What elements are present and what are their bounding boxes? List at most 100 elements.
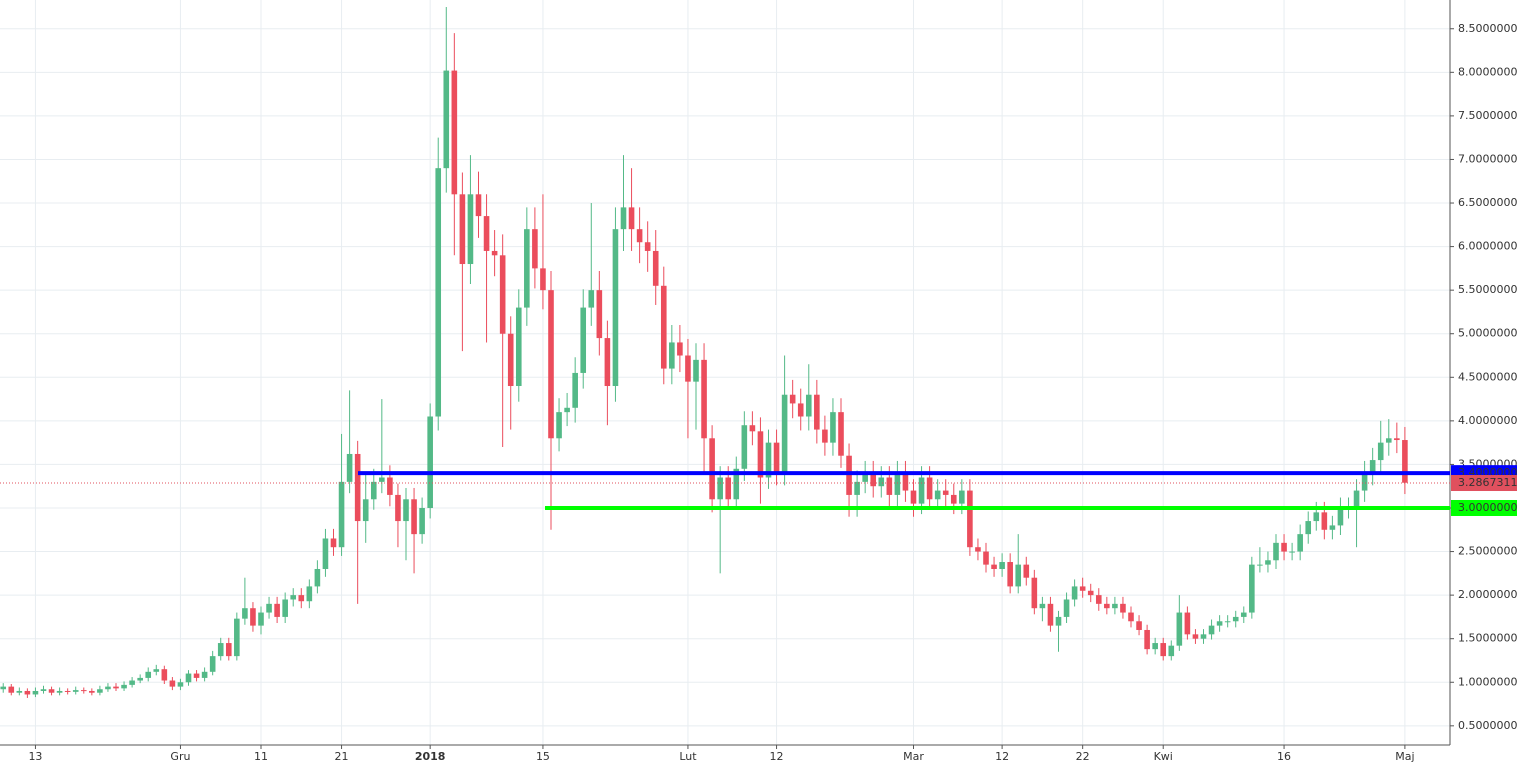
candle-body (1063, 599, 1070, 617)
candle-body (789, 394, 796, 404)
candle-body (105, 686, 111, 690)
candle-body (1104, 603, 1110, 609)
candle-body (902, 473, 909, 491)
x-tick-label: 13 (28, 750, 42, 763)
candle-body (878, 477, 885, 487)
candle-body (362, 499, 369, 522)
candle-body (1047, 603, 1054, 626)
candle-body (217, 643, 224, 657)
x-tick-label: 22 (1076, 750, 1090, 763)
candle-body (72, 690, 79, 692)
x-tick-label: Kwi (1154, 750, 1173, 763)
candle-body (483, 216, 490, 251)
candle-body (1184, 612, 1191, 635)
candle-body (669, 342, 675, 369)
candle-body (0, 686, 7, 690)
candle-body (1144, 629, 1150, 650)
candle-body (709, 438, 715, 500)
x-tick-label: 15 (536, 750, 550, 763)
x-tick-label: Gru (170, 750, 190, 763)
level-tag (1451, 499, 1517, 516)
candle-body (757, 431, 764, 478)
candle-body (652, 250, 659, 286)
candle-body (97, 689, 103, 693)
level-label: 3.00000000 (1458, 501, 1517, 514)
candle-body (1240, 612, 1247, 617)
candle-body (298, 595, 305, 602)
candle-body (1281, 542, 1287, 552)
candle-body (322, 538, 329, 569)
candle-body (346, 453, 353, 482)
candle-body (1361, 473, 1368, 491)
candle-body (64, 690, 71, 692)
y-tick-label: 2.00000000 (1458, 588, 1517, 601)
candle-body (242, 608, 248, 619)
candle-body (604, 338, 611, 387)
candle-body (1297, 534, 1303, 552)
candle-body (282, 599, 288, 617)
candle-body (1402, 440, 1408, 483)
candle-body (701, 359, 707, 439)
last-price-tag (1451, 475, 1517, 492)
x-tick-label: 2018 (415, 750, 446, 763)
candle-body (1321, 512, 1328, 530)
candle-body (1313, 512, 1320, 522)
x-tick-label: 12 (770, 750, 784, 763)
candle-body (306, 586, 313, 602)
x-tick-label: Mar (903, 750, 924, 763)
x-tick-label: 11 (254, 750, 268, 763)
candle-body (40, 689, 47, 691)
candle-body (266, 603, 272, 613)
y-tick-label: 4.00000000 (1458, 414, 1517, 427)
candle-body (258, 612, 264, 626)
last-price-label: 3.28673110 (1458, 476, 1517, 489)
candle-body (1208, 625, 1215, 635)
x-tick-label: Lut (679, 750, 697, 763)
candle-body (596, 290, 603, 339)
candle-body (588, 290, 595, 308)
candle-body (959, 490, 965, 504)
candle-body (161, 669, 168, 681)
candle-body (459, 194, 466, 265)
candle-body (1273, 542, 1279, 561)
candle-body (419, 507, 425, 535)
candle-body (838, 412, 844, 456)
candle-body (717, 477, 723, 500)
candle-body (1136, 621, 1142, 630)
candle-body (660, 285, 667, 369)
candle-body (1377, 442, 1384, 461)
candle-body (1160, 643, 1167, 657)
candle-body (1369, 460, 1376, 474)
y-tick-label: 2.50000000 (1458, 545, 1517, 558)
candle-body (1176, 612, 1183, 646)
candle-body (942, 490, 949, 495)
candle-body (1249, 564, 1255, 613)
candle-body (910, 490, 917, 504)
candle-body (999, 562, 1005, 569)
candle-body (201, 671, 208, 678)
candle-body (805, 394, 812, 417)
candle-body (290, 595, 297, 600)
candle-body (137, 677, 143, 681)
candle-body (797, 403, 804, 417)
x-tick-label: 16 (1277, 750, 1291, 763)
candle-body (781, 394, 788, 474)
candle-body (1023, 564, 1030, 578)
candle-body (403, 499, 409, 522)
candle-body (556, 412, 562, 439)
y-tick-label: 7.50000000 (1458, 109, 1517, 122)
candle-body (395, 494, 401, 522)
y-tick-label: 1.50000000 (1458, 632, 1517, 645)
candle-body (620, 207, 627, 230)
candle-body (427, 416, 433, 508)
candle-body (733, 468, 740, 500)
candle-body (532, 229, 538, 269)
candle-body (225, 643, 232, 657)
candle-body (177, 682, 184, 687)
candle-body (1007, 562, 1013, 587)
candle-body (1128, 612, 1134, 622)
candle-body (1232, 616, 1239, 622)
candle-body (886, 477, 893, 495)
candle-body (862, 473, 868, 482)
candle-body (80, 690, 87, 692)
